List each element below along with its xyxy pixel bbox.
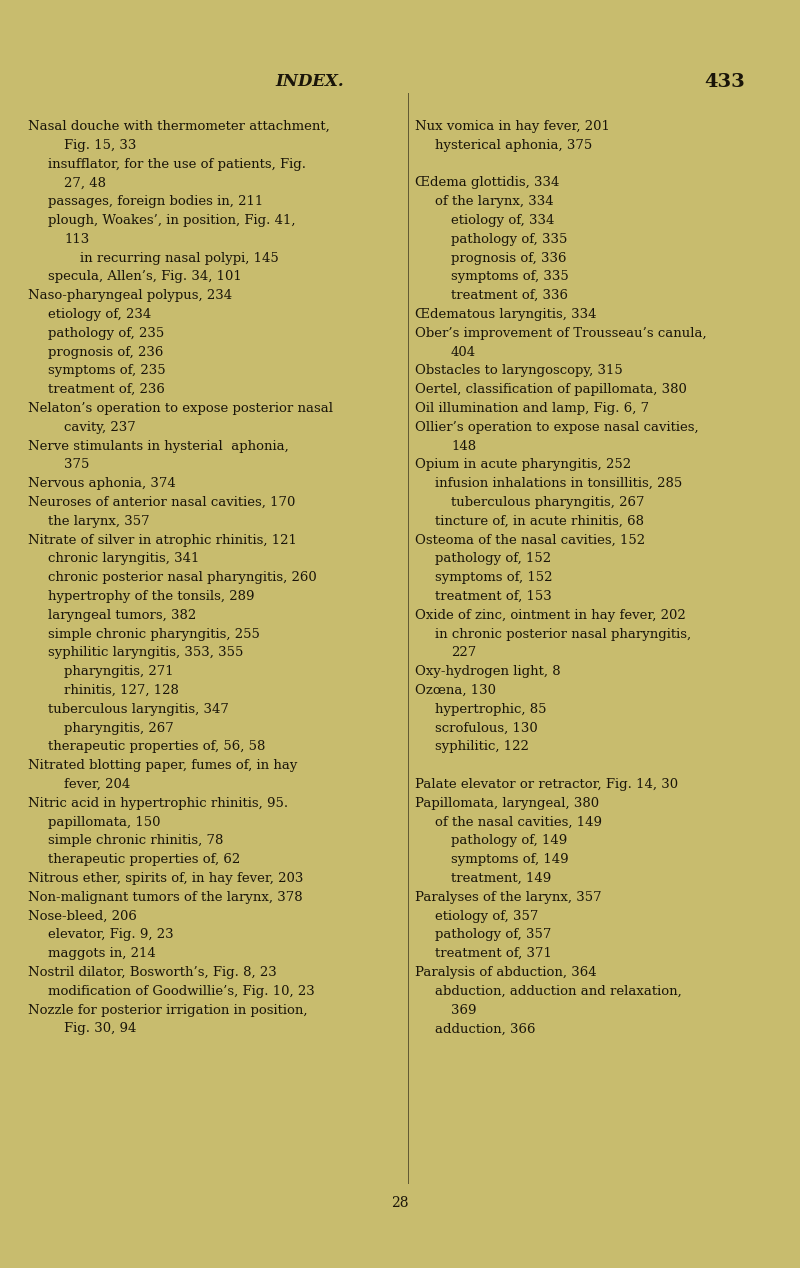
Text: infusion inhalations in tonsillitis, 285: infusion inhalations in tonsillitis, 285 — [435, 477, 682, 491]
Text: Nitric acid in hypertrophic rhinitis, 95.: Nitric acid in hypertrophic rhinitis, 95… — [28, 796, 288, 810]
Text: chronic posterior nasal pharyngitis, 260: chronic posterior nasal pharyngitis, 260 — [48, 571, 317, 585]
Text: symptoms of, 152: symptoms of, 152 — [435, 571, 553, 585]
Text: Opium in acute pharyngitis, 252: Opium in acute pharyngitis, 252 — [415, 459, 631, 472]
Text: Oxide of zinc, ointment in hay fever, 202: Oxide of zinc, ointment in hay fever, 20… — [415, 609, 686, 621]
Text: fever, 204: fever, 204 — [64, 779, 130, 791]
Text: treatment of, 371: treatment of, 371 — [435, 947, 552, 960]
Text: Fig. 15, 33: Fig. 15, 33 — [64, 138, 136, 152]
Text: pathology of, 335: pathology of, 335 — [451, 233, 567, 246]
Text: the larynx, 357: the larynx, 357 — [48, 515, 150, 527]
Text: Fig. 30, 94: Fig. 30, 94 — [64, 1022, 136, 1036]
Text: therapeutic properties of, 56, 58: therapeutic properties of, 56, 58 — [48, 741, 266, 753]
Text: scrofulous, 130: scrofulous, 130 — [435, 721, 538, 734]
Text: Oertel, classification of papillomata, 380: Oertel, classification of papillomata, 3… — [415, 383, 687, 396]
Text: Ozœna, 130: Ozœna, 130 — [415, 683, 496, 697]
Text: etiology of, 234: etiology of, 234 — [48, 308, 151, 321]
Text: Nux vomica in hay fever, 201: Nux vomica in hay fever, 201 — [415, 120, 610, 133]
Text: insufflator, for the use of patients, Fig.: insufflator, for the use of patients, Fi… — [48, 157, 306, 171]
Text: specula, Allen’s, Fig. 34, 101: specula, Allen’s, Fig. 34, 101 — [48, 270, 242, 284]
Text: abduction, adduction and relaxation,: abduction, adduction and relaxation, — [435, 985, 682, 998]
Text: papillomata, 150: papillomata, 150 — [48, 815, 161, 828]
Text: tuberculous pharyngitis, 267: tuberculous pharyngitis, 267 — [451, 496, 645, 508]
Text: treatment of, 153: treatment of, 153 — [435, 590, 552, 604]
Text: hypertrophic, 85: hypertrophic, 85 — [435, 702, 546, 716]
Text: of the larynx, 334: of the larynx, 334 — [435, 195, 554, 208]
Text: Nasal douche with thermometer attachment,: Nasal douche with thermometer attachment… — [28, 120, 330, 133]
Text: chronic laryngitis, 341: chronic laryngitis, 341 — [48, 553, 199, 566]
Text: Nozzle for posterior irrigation in position,: Nozzle for posterior irrigation in posit… — [28, 1003, 307, 1017]
Text: Nitrate of silver in atrophic rhinitis, 121: Nitrate of silver in atrophic rhinitis, … — [28, 534, 297, 547]
Text: symptoms of, 335: symptoms of, 335 — [451, 270, 569, 284]
Text: pharyngitis, 267: pharyngitis, 267 — [64, 721, 174, 734]
Text: treatment of, 236: treatment of, 236 — [48, 383, 165, 396]
Text: symptoms of, 149: symptoms of, 149 — [451, 853, 569, 866]
Text: in chronic posterior nasal pharyngitis,: in chronic posterior nasal pharyngitis, — [435, 628, 691, 640]
Text: of the nasal cavities, 149: of the nasal cavities, 149 — [435, 815, 602, 828]
Text: Nervous aphonia, 374: Nervous aphonia, 374 — [28, 477, 176, 491]
Text: Ollier’s operation to expose nasal cavities,: Ollier’s operation to expose nasal cavit… — [415, 421, 698, 434]
Text: pathology of, 357: pathology of, 357 — [435, 928, 551, 941]
Text: in recurring nasal polypi, 145: in recurring nasal polypi, 145 — [80, 251, 278, 265]
Text: therapeutic properties of, 62: therapeutic properties of, 62 — [48, 853, 240, 866]
Text: Naso-pharyngeal polypus, 234: Naso-pharyngeal polypus, 234 — [28, 289, 232, 302]
Text: 27, 48: 27, 48 — [64, 176, 106, 189]
Text: tincture of, in acute rhinitis, 68: tincture of, in acute rhinitis, 68 — [435, 515, 644, 527]
Text: pathology of, 149: pathology of, 149 — [451, 834, 567, 847]
Text: syphilitic laryngitis, 353, 355: syphilitic laryngitis, 353, 355 — [48, 647, 243, 659]
Text: 375: 375 — [64, 459, 90, 472]
Text: treatment, 149: treatment, 149 — [451, 872, 551, 885]
Text: pathology of, 235: pathology of, 235 — [48, 327, 164, 340]
Text: Non-malignant tumors of the larynx, 378: Non-malignant tumors of the larynx, 378 — [28, 891, 302, 904]
Text: plough, Woakes’, in position, Fig. 41,: plough, Woakes’, in position, Fig. 41, — [48, 214, 295, 227]
Text: tuberculous laryngitis, 347: tuberculous laryngitis, 347 — [48, 702, 229, 716]
Text: Neuroses of anterior nasal cavities, 170: Neuroses of anterior nasal cavities, 170 — [28, 496, 295, 508]
Text: 404: 404 — [451, 346, 476, 359]
Text: Nostril dilator, Bosworth’s, Fig. 8, 23: Nostril dilator, Bosworth’s, Fig. 8, 23 — [28, 966, 277, 979]
Text: Obstacles to laryngoscopy, 315: Obstacles to laryngoscopy, 315 — [415, 364, 622, 378]
Text: Palate elevator or retractor, Fig. 14, 30: Palate elevator or retractor, Fig. 14, 3… — [415, 779, 678, 791]
Text: symptoms of, 235: symptoms of, 235 — [48, 364, 166, 378]
Text: etiology of, 357: etiology of, 357 — [435, 909, 538, 923]
Text: cavity, 237: cavity, 237 — [64, 421, 136, 434]
Text: syphilitic, 122: syphilitic, 122 — [435, 741, 529, 753]
Text: Nelaton’s operation to expose posterior nasal: Nelaton’s operation to expose posterior … — [28, 402, 333, 415]
Text: 148: 148 — [451, 440, 476, 453]
Text: Nitrated blotting paper, fumes of, in hay: Nitrated blotting paper, fumes of, in ha… — [28, 760, 298, 772]
Text: Paralyses of the larynx, 357: Paralyses of the larynx, 357 — [415, 891, 602, 904]
Text: pharyngitis, 271: pharyngitis, 271 — [64, 666, 174, 678]
Text: rhinitis, 127, 128: rhinitis, 127, 128 — [64, 683, 179, 697]
Text: 28: 28 — [391, 1196, 409, 1210]
Text: adduction, 366: adduction, 366 — [435, 1022, 535, 1036]
Text: Œdema glottidis, 334: Œdema glottidis, 334 — [415, 176, 559, 189]
Text: Nerve stimulants in hysterial  aphonia,: Nerve stimulants in hysterial aphonia, — [28, 440, 289, 453]
Text: 433: 433 — [704, 74, 745, 91]
Text: Ober’s improvement of Trousseau’s canula,: Ober’s improvement of Trousseau’s canula… — [415, 327, 706, 340]
Text: modification of Goodwillie’s, Fig. 10, 23: modification of Goodwillie’s, Fig. 10, 2… — [48, 985, 314, 998]
Text: prognosis of, 336: prognosis of, 336 — [451, 251, 566, 265]
Text: Oil illumination and lamp, Fig. 6, 7: Oil illumination and lamp, Fig. 6, 7 — [415, 402, 649, 415]
Text: INDEX.: INDEX. — [276, 74, 344, 90]
Text: Osteoma of the nasal cavities, 152: Osteoma of the nasal cavities, 152 — [415, 534, 645, 547]
Text: 113: 113 — [64, 233, 90, 246]
Text: pathology of, 152: pathology of, 152 — [435, 553, 551, 566]
Text: hysterical aphonia, 375: hysterical aphonia, 375 — [435, 138, 592, 152]
Text: Nitrous ether, spirits of, in hay fever, 203: Nitrous ether, spirits of, in hay fever,… — [28, 872, 303, 885]
Text: elevator, Fig. 9, 23: elevator, Fig. 9, 23 — [48, 928, 174, 941]
Text: simple chronic pharyngitis, 255: simple chronic pharyngitis, 255 — [48, 628, 260, 640]
Text: simple chronic rhinitis, 78: simple chronic rhinitis, 78 — [48, 834, 223, 847]
Text: Paralysis of abduction, 364: Paralysis of abduction, 364 — [415, 966, 597, 979]
Text: Papillomata, laryngeal, 380: Papillomata, laryngeal, 380 — [415, 796, 599, 810]
Text: Nose-bleed, 206: Nose-bleed, 206 — [28, 909, 137, 923]
Text: 369: 369 — [451, 1003, 477, 1017]
Text: Œdematous laryngitis, 334: Œdematous laryngitis, 334 — [415, 308, 597, 321]
Text: passages, foreign bodies in, 211: passages, foreign bodies in, 211 — [48, 195, 263, 208]
Text: hypertrophy of the tonsils, 289: hypertrophy of the tonsils, 289 — [48, 590, 254, 604]
Text: 227: 227 — [451, 647, 476, 659]
Text: maggots in, 214: maggots in, 214 — [48, 947, 156, 960]
Text: prognosis of, 236: prognosis of, 236 — [48, 346, 163, 359]
Text: treatment of, 336: treatment of, 336 — [451, 289, 568, 302]
Text: Oxy-hydrogen light, 8: Oxy-hydrogen light, 8 — [415, 666, 561, 678]
Text: etiology of, 334: etiology of, 334 — [451, 214, 554, 227]
Text: laryngeal tumors, 382: laryngeal tumors, 382 — [48, 609, 196, 621]
